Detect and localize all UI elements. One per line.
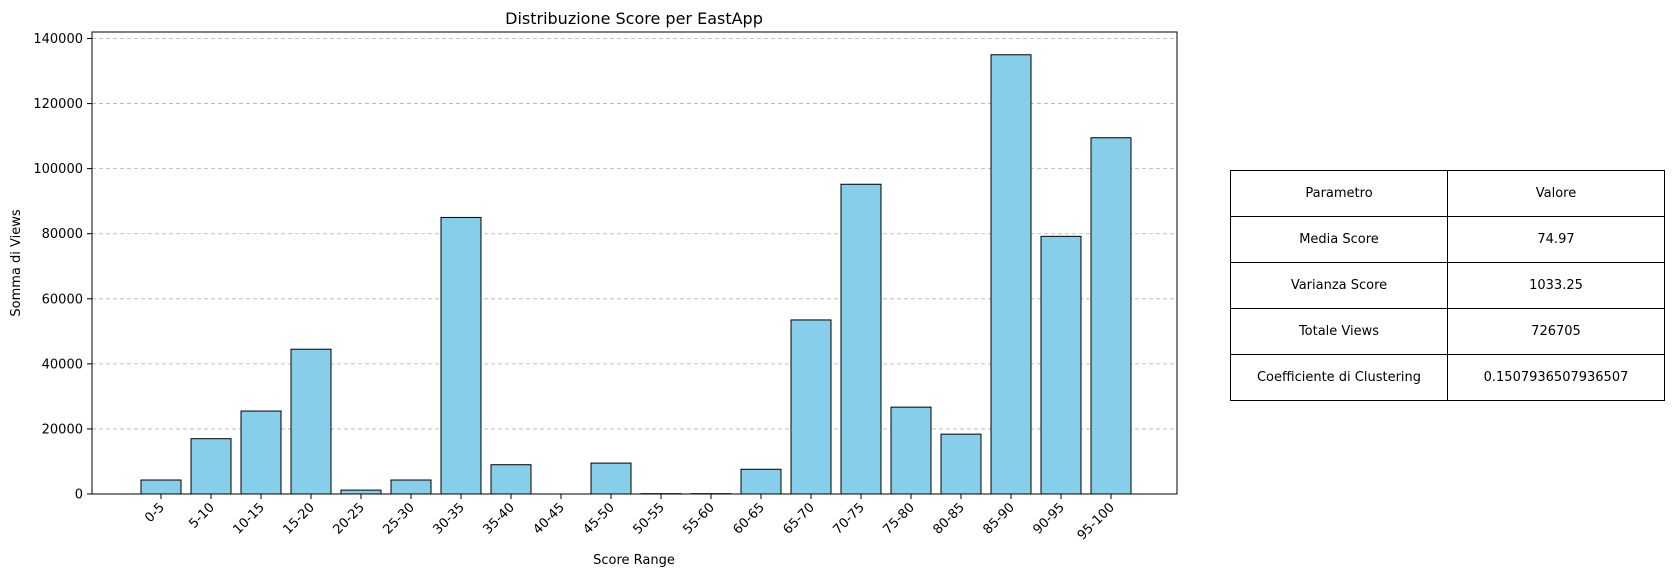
x-axis: 0-5 5-10 10-15 15-20 20-25 25-30 30-35 35-40 40-… [142, 494, 1118, 543]
x-axis-label: Score Range [593, 553, 675, 568]
x-tick-label: 65-70 [781, 500, 818, 537]
x-tick-label: 50-55 [631, 500, 668, 537]
y-tick-label: 140000 [33, 32, 83, 47]
x-tick-label: 85-90 [981, 500, 1018, 537]
y-axis: 0 20000 40000 60000 80000 100000 120000 140000 [33, 32, 92, 503]
y-tick-label: 40000 [42, 357, 83, 372]
plot-frame [91, 31, 1178, 495]
bar-80-85 [940, 433, 982, 495]
bar-70-75 [840, 183, 882, 495]
table-row: Media Score 74.97 [1230, 216, 1665, 263]
bar-95-100 [1090, 137, 1132, 495]
stats-table: Parametro Valore Media Score 74.97 Varianza … [1230, 170, 1665, 401]
bar-35-40 [490, 464, 532, 495]
bar-45-50 [590, 462, 632, 495]
x-tick-label: 55-60 [681, 500, 718, 537]
y-tick-label: 100000 [33, 162, 83, 177]
bar-10-15 [240, 410, 282, 495]
x-tick-label: 25-30 [381, 500, 418, 537]
bar-60-65 [740, 468, 782, 495]
bar-90-95 [1040, 235, 1082, 495]
x-tick-label: 90-95 [1031, 500, 1068, 537]
table-row: Varianza Score 1033.25 [1230, 262, 1665, 309]
bar-0-5 [140, 479, 182, 495]
parameter-cell: Varianza Score [1230, 262, 1448, 309]
bars [140, 54, 1132, 495]
bar-20-25 [340, 489, 382, 495]
y-axis-label: Somma di Views [9, 209, 24, 316]
chart-title: Distribuzione Score per EastApp [505, 9, 763, 28]
value-cell: 726705 [1447, 308, 1665, 355]
value-cell: 1033.25 [1447, 262, 1665, 309]
x-tick-label: 5-10 [186, 500, 217, 531]
table-row: Coefficiente di Clustering 0.150793650793… [1230, 354, 1665, 401]
x-tick-label: 20-25 [331, 500, 368, 537]
bar-85-90 [990, 54, 1032, 495]
x-tick-label: 60-65 [731, 500, 768, 537]
parameter-cell: Coefficiente di Clustering [1230, 354, 1448, 401]
bar-25-30 [390, 479, 432, 495]
table-header-cell: Valore [1447, 170, 1665, 217]
y-tick-label: 80000 [42, 227, 83, 242]
x-tick-label: 15-20 [281, 500, 318, 537]
bar-30-35 [440, 216, 482, 495]
table-row: Totale Views 726705 [1230, 308, 1665, 355]
parameter-cell: Totale Views [1230, 308, 1448, 355]
x-tick-label: 45-50 [581, 500, 618, 537]
x-tick-label: 80-85 [931, 500, 968, 537]
y-tick-label: 60000 [42, 292, 83, 307]
x-tick-label: 75-80 [881, 500, 918, 537]
x-tick-label: 0-5 [142, 500, 168, 526]
table-header-row: Parametro Valore [1230, 170, 1665, 217]
y-tick-label: 20000 [42, 422, 83, 437]
bar-15-20 [290, 348, 332, 495]
y-tick-label: 0 [75, 488, 83, 503]
x-tick-label: 30-35 [431, 500, 468, 537]
x-tick-label: 40-45 [531, 500, 568, 537]
parameter-cell: Media Score [1230, 216, 1448, 263]
x-tick-label: 70-75 [831, 500, 868, 537]
value-cell: 74.97 [1447, 216, 1665, 263]
bar-75-80 [890, 406, 932, 495]
value-cell: 0.1507936507936507 [1447, 354, 1665, 401]
y-tick-label: 120000 [33, 97, 83, 112]
x-tick-label: 95-100 [1075, 500, 1118, 543]
x-tick-label: 35-40 [481, 500, 518, 537]
bar-65-70 [790, 319, 832, 495]
bar-5-10 [190, 438, 232, 495]
x-tick-label: 10-15 [231, 500, 268, 537]
table-header-cell: Parametro [1230, 170, 1448, 217]
